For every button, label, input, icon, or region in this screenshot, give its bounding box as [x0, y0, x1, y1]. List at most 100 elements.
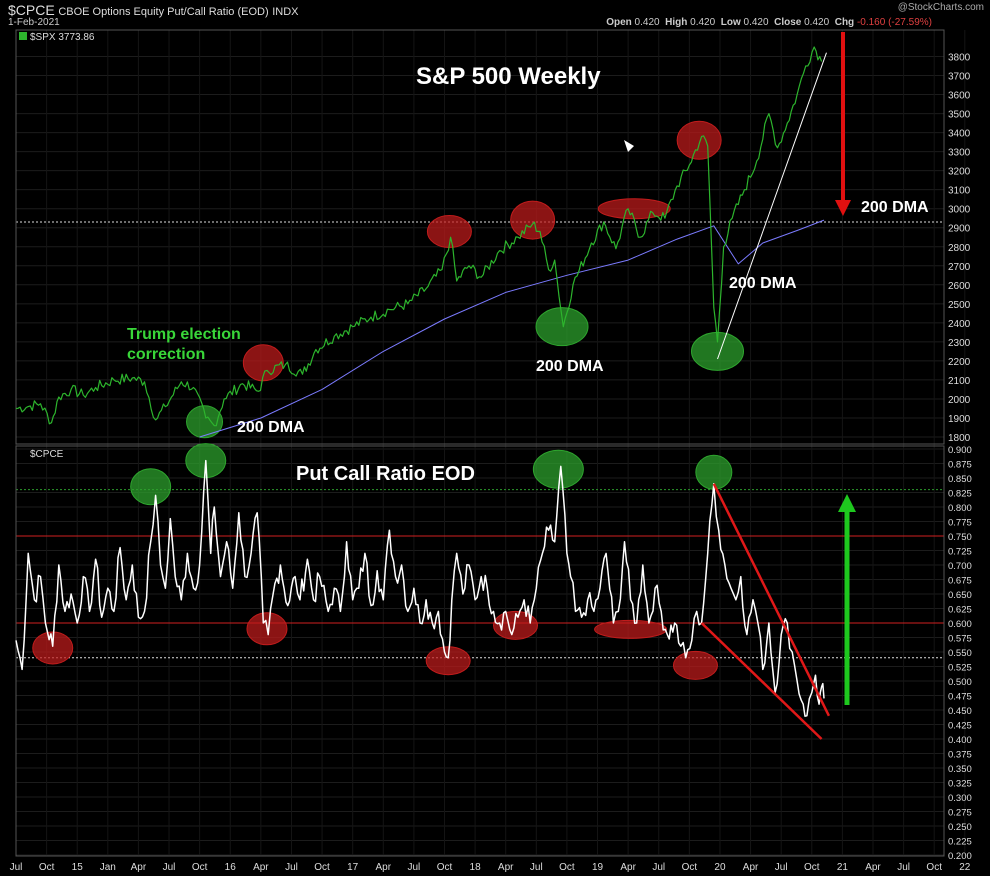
- red-circle-marker: [672, 650, 718, 680]
- red-arrow-head: [835, 200, 851, 216]
- y-tick-top: 2900: [948, 224, 971, 235]
- y-tick-bottom: 0.875: [948, 460, 972, 471]
- y-tick-bottom: 0.850: [948, 474, 972, 485]
- x-tick: 21: [837, 862, 849, 873]
- top-trendline: [717, 52, 827, 360]
- y-tick-top: 1900: [948, 414, 971, 425]
- put-call-ratio-line: [15, 459, 825, 717]
- red-circle-marker: [597, 198, 671, 220]
- y-tick-top: 2500: [948, 300, 971, 311]
- dma-label: 200 DMA: [729, 275, 797, 292]
- bottom-panel-frame: [15, 445, 945, 857]
- x-tick: 19: [592, 862, 604, 873]
- y-tick-bottom: 0.300: [948, 793, 972, 804]
- green-circle-marker: [130, 468, 172, 506]
- bottom-legend: $CPCE: [30, 449, 64, 460]
- x-tick: Jul: [775, 862, 788, 873]
- x-tick: Apr: [620, 862, 636, 873]
- y-tick-bottom: 0.250: [948, 822, 972, 833]
- x-tick: Oct: [926, 862, 942, 873]
- wedge-trendline: [712, 483, 831, 717]
- low-label: Low: [720, 17, 741, 28]
- y-tick-bottom: 0.575: [948, 634, 972, 645]
- x-tick: Oct: [314, 862, 330, 873]
- y-tick-bottom: 0.800: [948, 503, 972, 514]
- y-tick-bottom: 0.400: [948, 735, 972, 746]
- series-lines: [15, 46, 825, 717]
- green-circle-marker: [691, 331, 745, 371]
- y-tick-bottom: 0.675: [948, 576, 972, 587]
- y-tick-bottom: 0.425: [948, 721, 972, 732]
- y-tick-top: 2400: [948, 319, 971, 330]
- y-tick-top: 3300: [948, 148, 971, 159]
- bottom-panel-title: Put Call Ratio EOD: [296, 463, 475, 485]
- y-tick-bottom: 0.325: [948, 779, 972, 790]
- high-value: 0.420: [690, 17, 716, 28]
- symbol: $CPCE: [8, 2, 55, 18]
- top-panel-title: S&P 500 Weekly: [416, 63, 601, 90]
- x-tick: Jul: [407, 862, 420, 873]
- y-tick-bottom: 0.900: [948, 445, 972, 456]
- y-tick-bottom: 0.825: [948, 489, 972, 500]
- annotations: S&P 500 Weekly Trump election correction 20…: [19, 32, 929, 485]
- red-circle-marker: [32, 631, 74, 665]
- x-tick: Apr: [865, 862, 881, 873]
- header-date: 1-Feb-2021: [8, 17, 60, 28]
- watermark: @StockCharts.com: [897, 2, 984, 13]
- x-tick: 22: [959, 862, 971, 873]
- y-tick-top: 2700: [948, 262, 971, 273]
- red-circle-marker: [510, 200, 556, 240]
- y-tick-bottom: 0.725: [948, 547, 972, 558]
- red-circle-marker: [493, 610, 539, 640]
- y-tick-top: 2200: [948, 357, 971, 368]
- spx-line: [15, 46, 823, 427]
- high-label: High: [665, 17, 688, 28]
- panel-frames: [15, 29, 945, 857]
- top-legend: $SPX 3773.86: [30, 32, 95, 43]
- x-tick: Apr: [376, 862, 392, 873]
- green-circle-marker: [532, 449, 584, 489]
- y-tick-bottom: 0.525: [948, 663, 972, 674]
- chg-label: Chg: [834, 17, 855, 28]
- y-tick-top: 2800: [948, 243, 971, 254]
- y-tick-top: 2000: [948, 395, 971, 406]
- x-tick: Apr: [498, 862, 514, 873]
- dma-200-line: [199, 219, 825, 438]
- y-tick-bottom: 0.475: [948, 692, 972, 703]
- trump-annotation-line1: Trump election: [127, 326, 241, 343]
- close-label: Close: [774, 17, 802, 28]
- top-panel-frame: [15, 29, 945, 445]
- x-tick: Apr: [253, 862, 269, 873]
- y-tick-top: 1800: [948, 433, 971, 444]
- x-tick: Oct: [804, 862, 820, 873]
- y-tick-top: 3800: [948, 53, 971, 64]
- y-tick-bottom: 0.650: [948, 590, 972, 601]
- y-tick-bottom: 0.375: [948, 750, 972, 761]
- green-arrow-head: [838, 494, 856, 512]
- x-tick: Oct: [39, 862, 55, 873]
- chg-value: -0.160 (-27.59%): [856, 17, 932, 28]
- symbol-name: CBOE Options Equity Put/Call Ratio (EOD): [58, 6, 269, 18]
- top-legend-swatch: [19, 32, 27, 40]
- y-tick-top: 3600: [948, 91, 971, 102]
- dma-label: 200 DMA: [536, 358, 604, 375]
- x-tick: Jul: [163, 862, 176, 873]
- open-value: 0.420: [634, 17, 660, 28]
- x-tick: Apr: [743, 862, 759, 873]
- y-tick-bottom: 0.225: [948, 837, 972, 848]
- x-tick: Apr: [131, 862, 147, 873]
- y-tick-top: 3100: [948, 186, 971, 197]
- exchange: INDX: [272, 6, 299, 18]
- y-tick-top: 3700: [948, 72, 971, 83]
- red-circle-marker: [425, 646, 471, 676]
- ohlc-readout: Open 0.420 High 0.420 Low 0.420 Close 0.…: [606, 17, 932, 28]
- x-tick: 17: [347, 862, 359, 873]
- x-tick: 16: [225, 862, 237, 873]
- x-tick: Jul: [897, 862, 910, 873]
- y-tick-top: 3000: [948, 205, 971, 216]
- x-tick: Oct: [437, 862, 453, 873]
- y-tick-bottom: 0.750: [948, 532, 972, 543]
- x-tick: Jan: [100, 862, 116, 873]
- y-tick-top: 3500: [948, 110, 971, 121]
